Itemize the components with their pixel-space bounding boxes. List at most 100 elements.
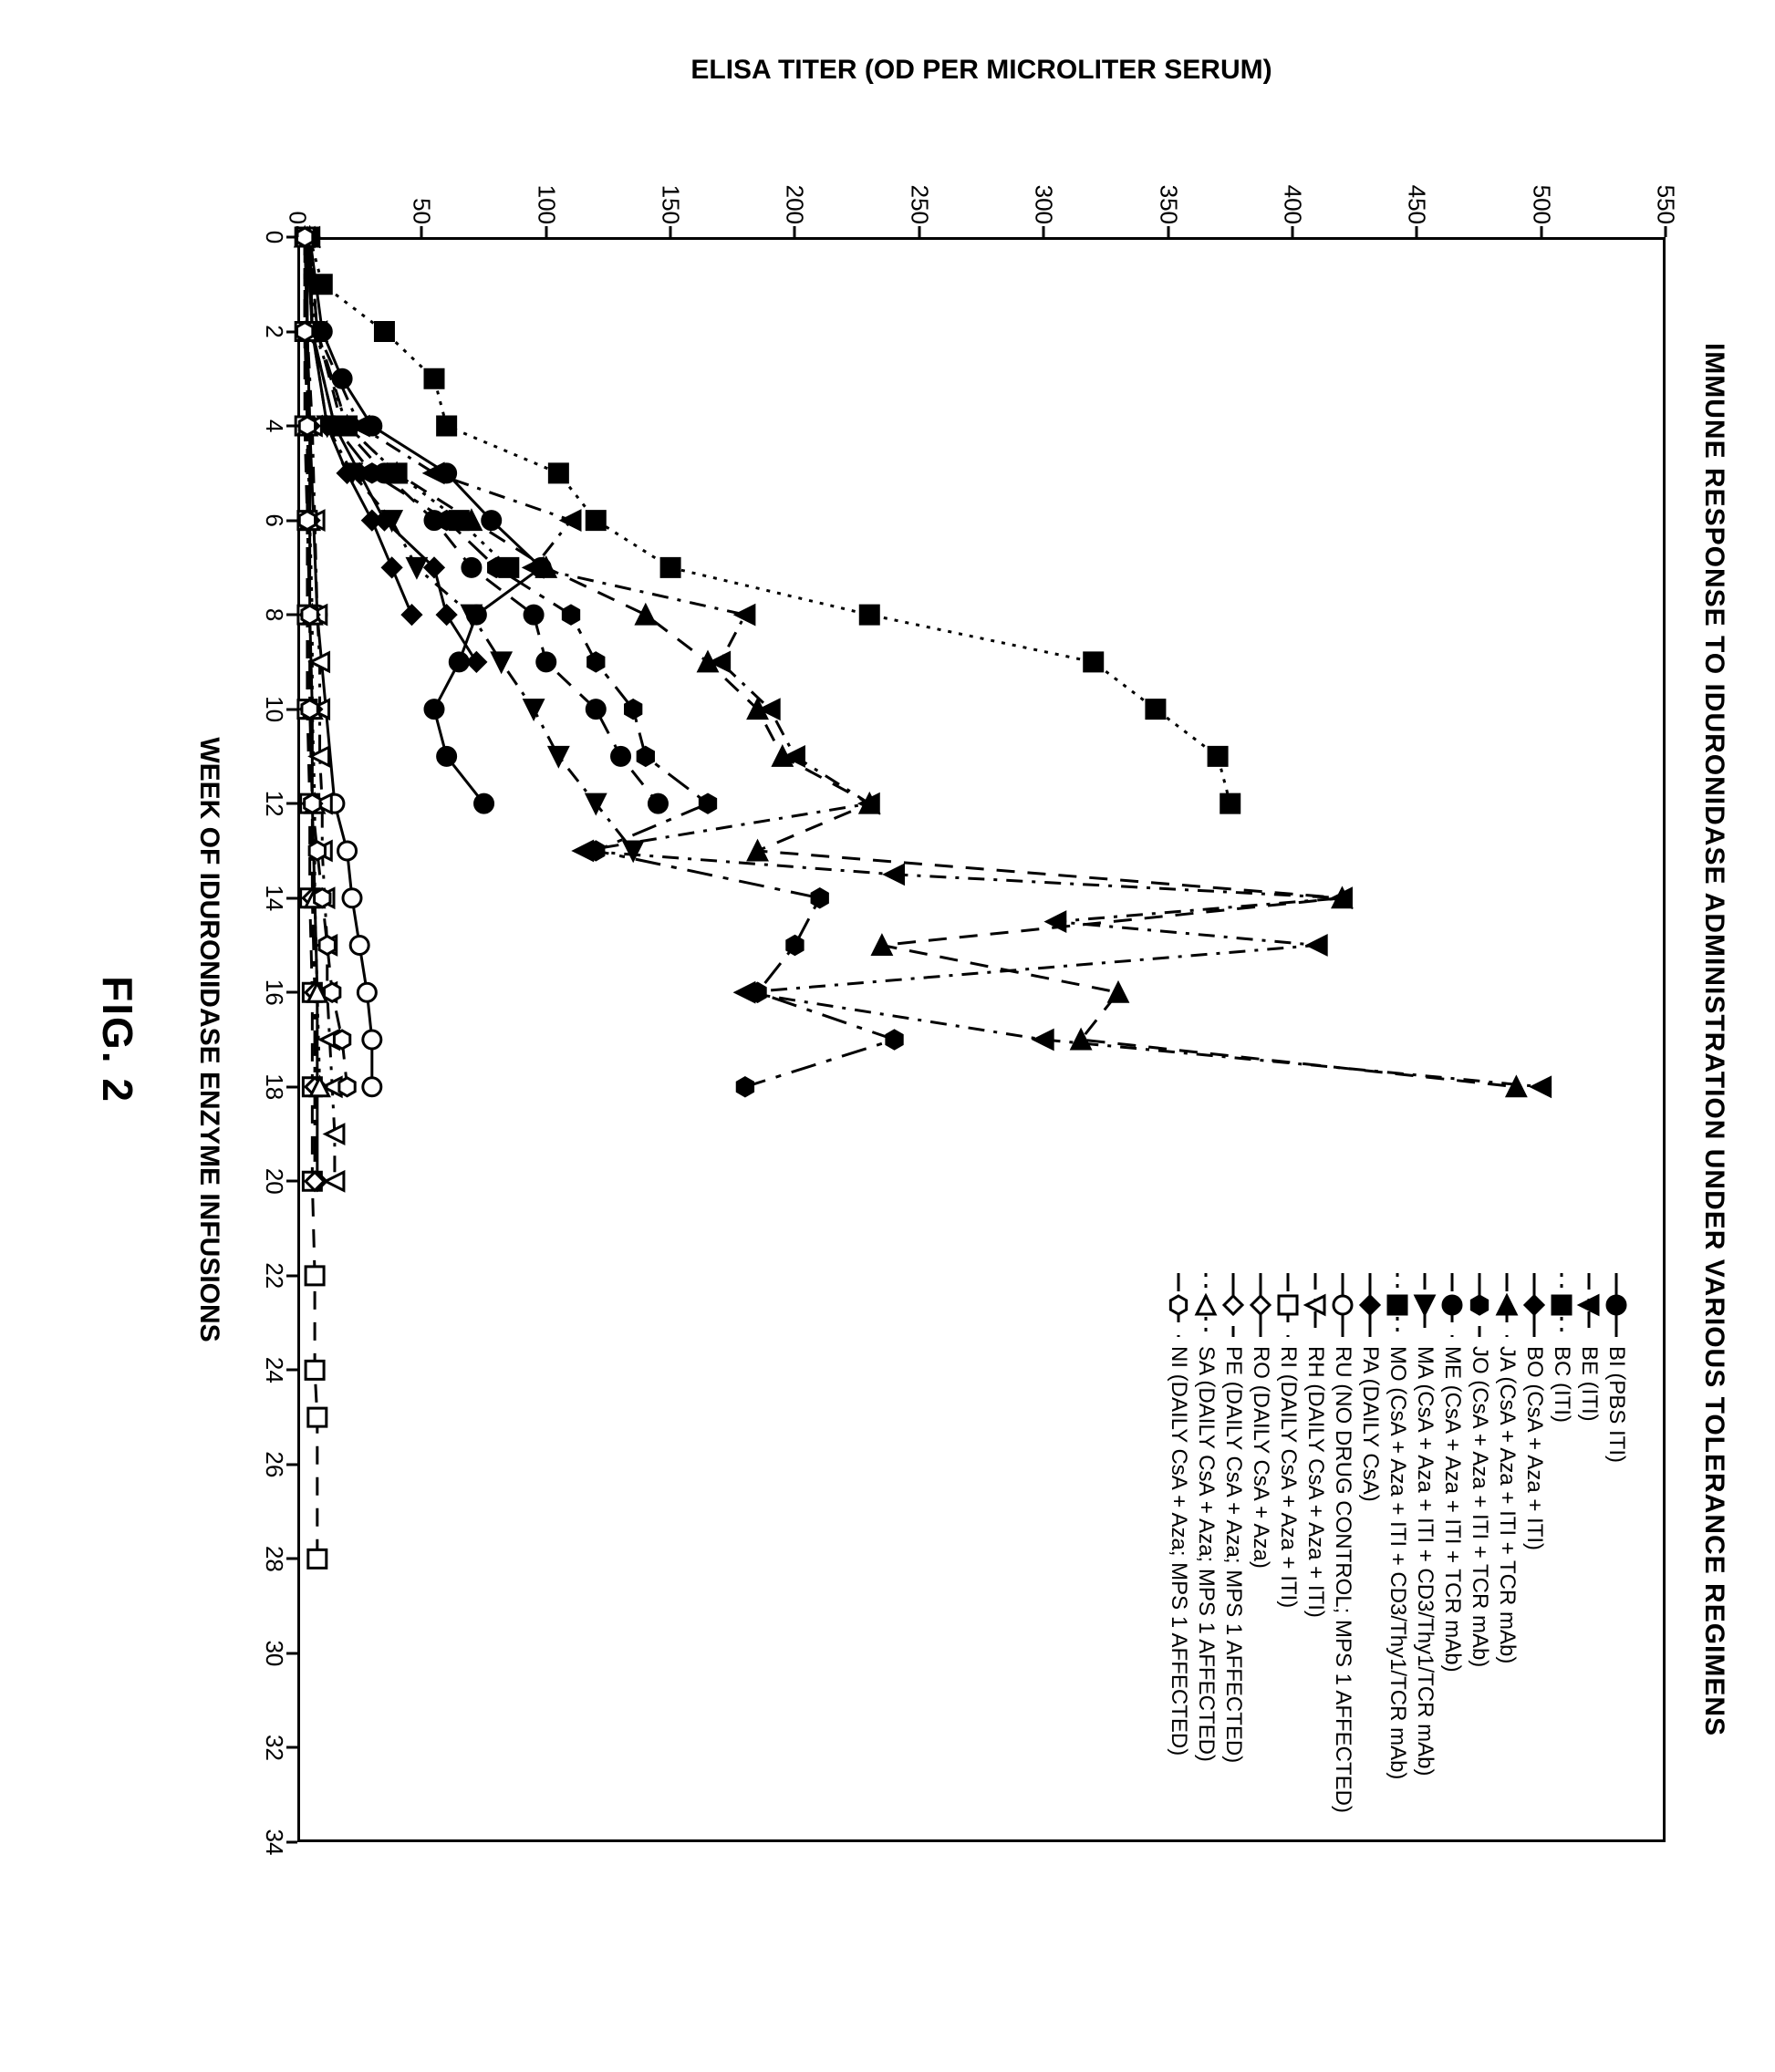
legend-label-PA: PA (DAILY CsA) <box>1357 1346 1383 1502</box>
series-marker-JA <box>1507 1078 1525 1096</box>
series-marker-NI <box>297 323 313 341</box>
legend-item-BI: BI (PBS ITI) <box>1604 1273 1629 1813</box>
legend-label-JA: JA (CsA + Aza + ITI + TCR mAb) <box>1494 1346 1520 1663</box>
y-tick-label: 50 <box>408 198 436 224</box>
series-marker-RU <box>343 889 361 907</box>
legend: BI (PBS ITI)BE (ITI)BC (ITI)BO (CsA + Az… <box>1157 1262 1638 1824</box>
series-marker-NI <box>297 228 313 246</box>
series-marker-BE <box>1034 1031 1053 1049</box>
y-tick-label: 450 <box>1403 185 1431 224</box>
x-tick-label: 4 <box>260 420 288 432</box>
legend-item-BC: BC (ITI) <box>1549 1273 1574 1813</box>
series-marker-BC <box>375 323 393 341</box>
legend-label-MA: MA (CsA + Aza + ITI + CD3/Thy1/TCR mAb) <box>1412 1346 1438 1776</box>
x-tick-label: 20 <box>260 1168 288 1195</box>
series-marker-JO <box>812 889 827 907</box>
x-tick-label: 10 <box>260 696 288 722</box>
series-marker-JO <box>588 653 604 671</box>
series-marker-RI <box>306 1361 324 1379</box>
series-marker-NI <box>305 794 320 813</box>
y-tick <box>794 226 796 237</box>
x-tick-label: 8 <box>260 608 288 621</box>
legend-swatch-BE <box>1579 1273 1599 1337</box>
y-tick-label: 400 <box>1278 185 1306 224</box>
x-axis-label: WEEK OF IDURONIDASE ENZYME INFUSIONS <box>193 237 224 1842</box>
legend-label-RH: RH (DAILY CsA + Aza + ITI) <box>1303 1346 1328 1618</box>
legend-item-RO: RO (DAILY CsA + Aza) <box>1248 1273 1273 1813</box>
series-marker-BC <box>438 417 456 435</box>
legend-item-PA: PA (DAILY CsA) <box>1357 1273 1383 1813</box>
series-marker-MA <box>624 842 642 860</box>
series-marker-MO <box>338 417 357 435</box>
series-marker-BE <box>736 606 754 624</box>
series-marker-JO <box>626 700 641 719</box>
series-marker-BI <box>425 700 443 719</box>
series-marker-NI <box>315 889 330 907</box>
series-marker-MA <box>493 653 511 671</box>
series-marker-BC <box>1147 700 1165 719</box>
series-marker-NI <box>299 512 315 530</box>
x-tick-label: 24 <box>260 1357 288 1383</box>
x-tick-label: 2 <box>260 325 288 337</box>
legend-item-ME: ME (CsA + Aza + ITI + TCR mAb) <box>1439 1273 1465 1813</box>
legend-swatch-PA <box>1360 1273 1380 1337</box>
series-marker-BC <box>1209 747 1227 765</box>
x-tick-label: 14 <box>260 885 288 911</box>
legend-label-BO: BO (CsA + Aza + ITI) <box>1521 1346 1547 1550</box>
y-tick <box>918 226 920 237</box>
x-tick-label: 18 <box>260 1073 288 1100</box>
y-tick-label: 100 <box>532 185 560 224</box>
y-tick <box>1291 226 1293 237</box>
x-tick-label: 32 <box>260 1735 288 1761</box>
legend-item-NI: NI (DAILY CsA + Aza; MPS 1 AFFECTED) <box>1166 1273 1191 1813</box>
series-marker-BE <box>1308 936 1326 954</box>
series-marker-BE <box>1532 1078 1551 1096</box>
series-marker-JO <box>700 794 715 813</box>
series-marker-JO <box>750 983 765 1001</box>
x-tick-label: 16 <box>260 979 288 1006</box>
series-marker-BE <box>562 512 580 530</box>
series-marker-NI <box>339 1078 355 1096</box>
series-marker-MA <box>524 700 543 719</box>
series-marker-PA <box>363 512 381 530</box>
y-tick-label: 300 <box>1030 185 1058 224</box>
legend-swatch-RH <box>1305 1273 1325 1337</box>
figure-caption: FIG. 2 <box>93 237 142 1842</box>
series-marker-BI <box>475 794 493 813</box>
series-marker-ME <box>462 558 481 576</box>
series-marker-PA <box>383 558 401 576</box>
y-tick-label: 0 <box>284 212 312 224</box>
legend-item-RU: RU (NO DRUG CONTROL; MPS 1 AFFECTED) <box>1330 1273 1355 1813</box>
x-tick-label: 28 <box>260 1546 288 1572</box>
legend-swatch-ME <box>1442 1273 1462 1337</box>
series-marker-BC <box>661 558 680 576</box>
series-marker-JO <box>887 1031 902 1049</box>
legend-item-RI: RI (DAILY CsA + Aza + ITI) <box>1275 1273 1301 1813</box>
series-marker-RU <box>363 1078 381 1096</box>
series-marker-BC <box>860 606 878 624</box>
series-marker-BC <box>425 369 443 388</box>
series-marker-JO <box>588 842 604 860</box>
legend-label-RU: RU (NO DRUG CONTROL; MPS 1 AFFECTED) <box>1330 1346 1355 1813</box>
y-tick-label: 350 <box>1154 185 1182 224</box>
legend-label-BE: BE (ITI) <box>1576 1346 1602 1422</box>
series-marker-JO <box>737 1078 753 1096</box>
legend-item-PE: PE (DAILY CsA + Aza; MPS 1 AFFECTED) <box>1220 1273 1246 1813</box>
legend-item-RH: RH (DAILY CsA + Aza + ITI) <box>1303 1273 1328 1813</box>
legend-item-BO: BO (CsA + Aza + ITI) <box>1521 1273 1547 1813</box>
x-tick-label: 26 <box>260 1451 288 1477</box>
series-marker-ME <box>537 653 555 671</box>
y-tick <box>420 226 423 237</box>
legend-swatch-MO <box>1387 1273 1407 1337</box>
series-marker-ME <box>425 512 443 530</box>
legend-swatch-BI <box>1606 1273 1626 1337</box>
legend-swatch-MA <box>1415 1273 1435 1337</box>
series-marker-JO <box>787 936 803 954</box>
x-tick-label: 34 <box>260 1829 288 1856</box>
y-tick <box>1043 226 1045 237</box>
series-marker-ME <box>649 794 667 813</box>
legend-item-JA: JA (CsA + Aza + ITI + TCR mAb) <box>1494 1273 1520 1813</box>
series-marker-JO <box>638 747 653 765</box>
legend-label-NI: NI (DAILY CsA + Aza; MPS 1 AFFECTED) <box>1166 1346 1191 1756</box>
y-tick <box>1167 226 1169 237</box>
